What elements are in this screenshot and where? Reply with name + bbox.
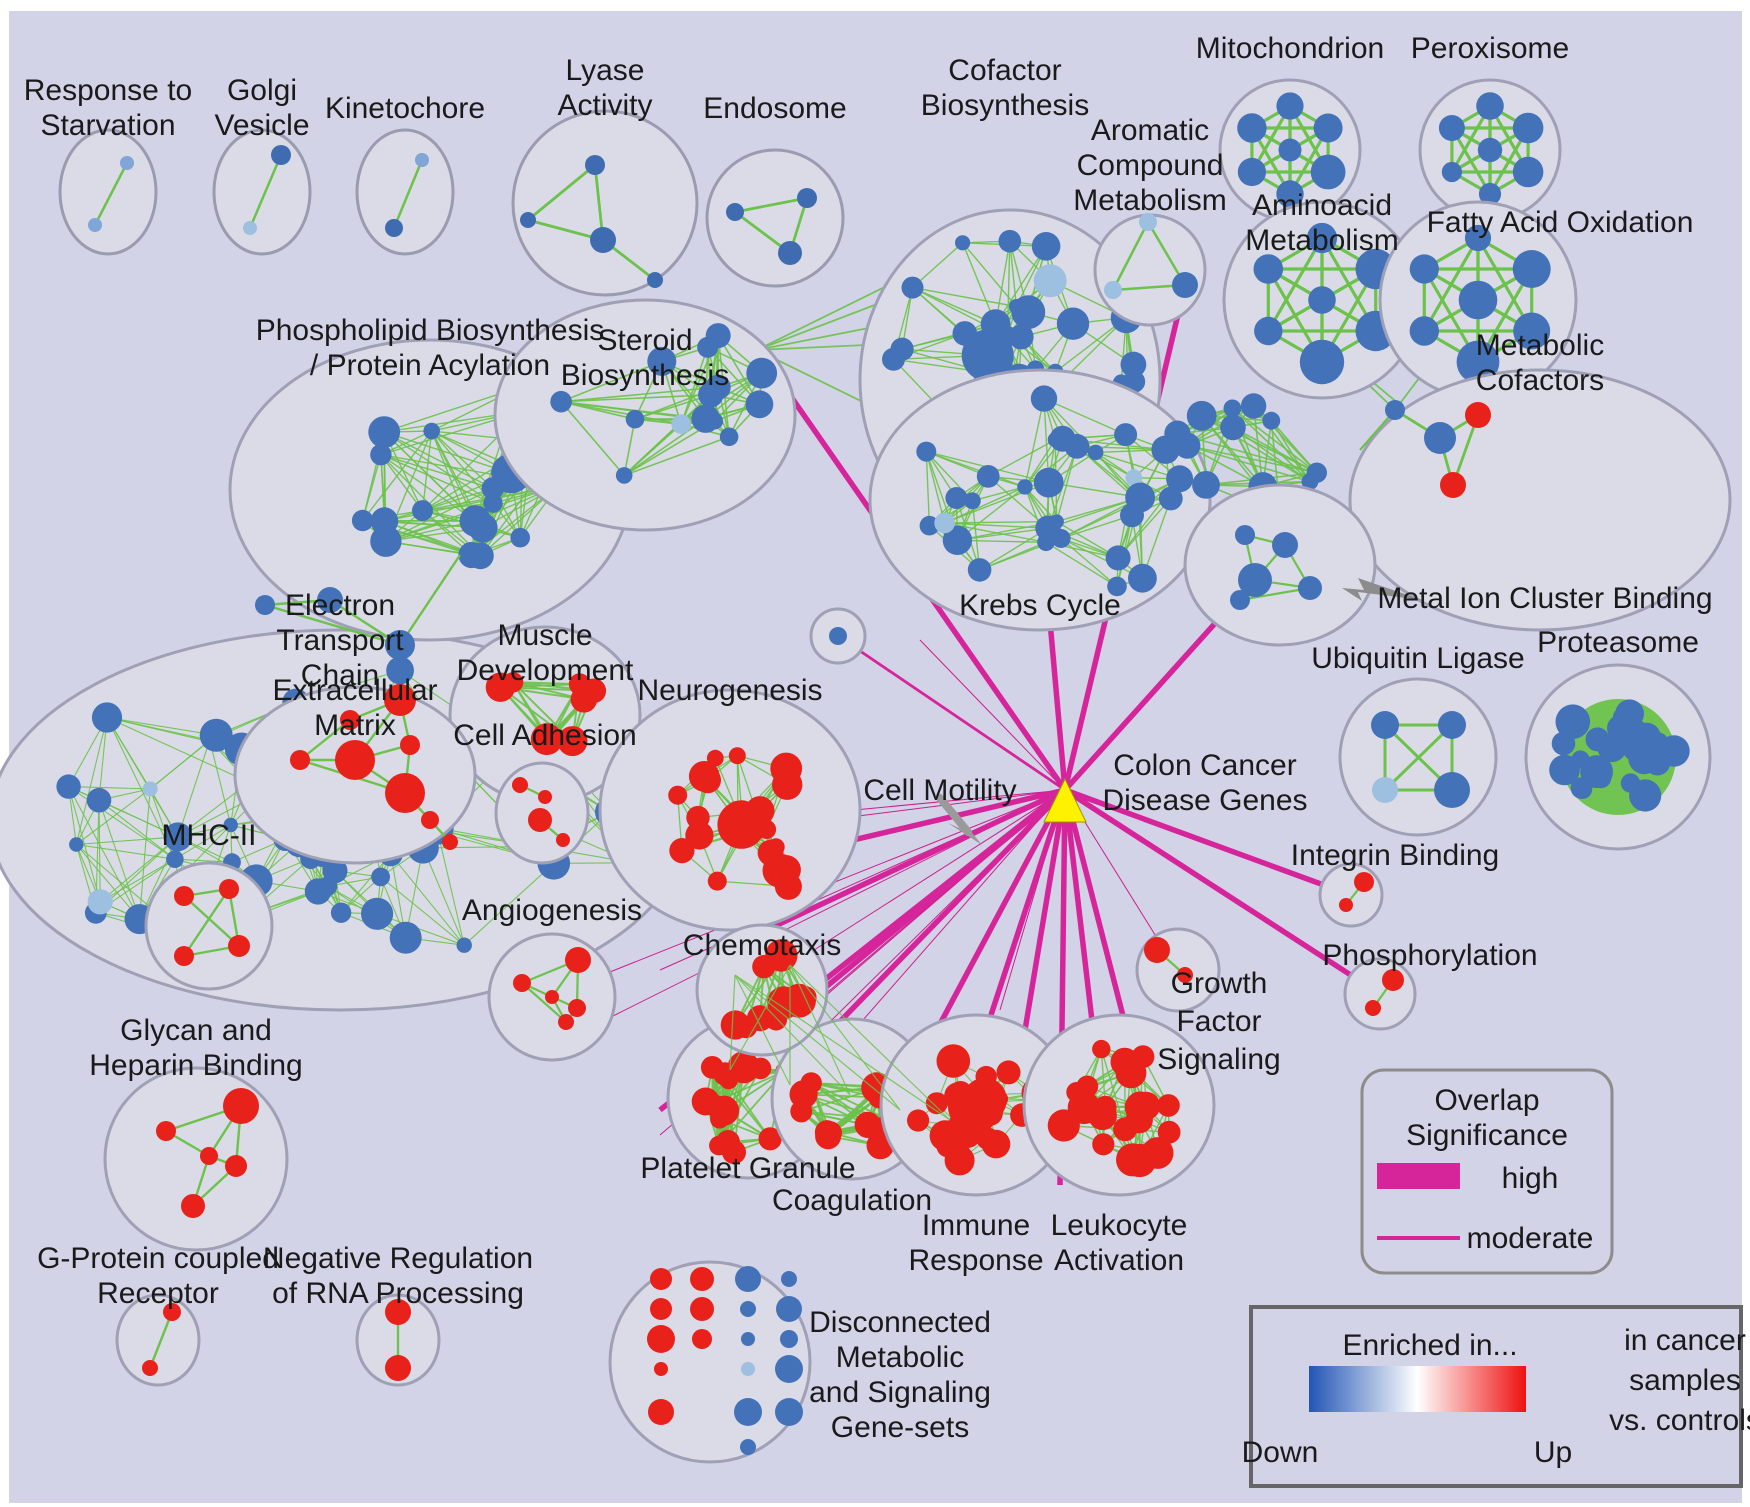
svg-text:and Signaling: and Signaling <box>809 1376 991 1409</box>
svg-text:Kinetochore: Kinetochore <box>325 92 485 125</box>
svg-text:Gene-sets: Gene-sets <box>831 1411 969 1444</box>
svg-text:Coagulation: Coagulation <box>772 1184 932 1217</box>
svg-text:Golgi: Golgi <box>227 74 297 107</box>
svg-text:Overlap: Overlap <box>1434 1084 1539 1117</box>
svg-text:Activity: Activity <box>557 89 652 122</box>
svg-text:/ Protein Acylation: / Protein Acylation <box>310 349 550 382</box>
svg-text:Matrix: Matrix <box>314 709 396 742</box>
svg-text:Mitochondrion: Mitochondrion <box>1196 32 1384 65</box>
svg-text:Vesicle: Vesicle <box>214 109 309 142</box>
svg-text:Compound: Compound <box>1077 149 1224 182</box>
svg-text:Disease Genes: Disease Genes <box>1102 784 1307 817</box>
svg-text:Cofactors: Cofactors <box>1476 364 1604 397</box>
svg-text:Heparin Binding: Heparin Binding <box>89 1049 302 1082</box>
svg-text:Cell Motility: Cell Motility <box>863 774 1016 807</box>
svg-text:Cofactor: Cofactor <box>948 54 1061 87</box>
svg-text:Angiogenesis: Angiogenesis <box>462 894 642 927</box>
svg-text:MHC-II: MHC-II <box>162 819 257 852</box>
svg-text:Biosynthesis: Biosynthesis <box>921 89 1089 122</box>
svg-text:Metal Ion Cluster Binding: Metal Ion Cluster Binding <box>1377 582 1712 615</box>
svg-text:Metabolic: Metabolic <box>1476 329 1604 362</box>
svg-text:Fatty Acid Oxidation: Fatty Acid Oxidation <box>1427 206 1694 239</box>
svg-text:Chemotaxis: Chemotaxis <box>683 929 841 962</box>
svg-text:Activation: Activation <box>1054 1244 1184 1277</box>
svg-text:Leukocyte: Leukocyte <box>1051 1209 1188 1242</box>
svg-text:G-Protein coupled: G-Protein coupled <box>37 1242 279 1275</box>
svg-text:Response: Response <box>908 1244 1043 1277</box>
svg-text:in cancer: in cancer <box>1624 1324 1746 1357</box>
svg-text:vs. controls: vs. controls <box>1609 1404 1750 1437</box>
svg-text:Down: Down <box>1242 1436 1319 1469</box>
svg-text:Krebs Cycle: Krebs Cycle <box>959 589 1121 622</box>
svg-text:Ubiquitin Ligase: Ubiquitin Ligase <box>1311 642 1524 675</box>
svg-text:Immune: Immune <box>922 1209 1030 1242</box>
svg-text:Starvation: Starvation <box>40 109 175 142</box>
svg-text:Factor: Factor <box>1176 1005 1261 1038</box>
svg-text:Significance: Significance <box>1406 1119 1568 1152</box>
svg-text:high: high <box>1502 1162 1559 1195</box>
svg-text:Enriched in...: Enriched in... <box>1342 1329 1517 1362</box>
svg-text:Signaling: Signaling <box>1157 1043 1280 1076</box>
svg-text:Development: Development <box>457 654 634 687</box>
svg-text:Proteasome: Proteasome <box>1537 626 1699 659</box>
svg-text:Receptor: Receptor <box>97 1277 219 1310</box>
svg-text:Cell Adhesion: Cell Adhesion <box>453 719 636 752</box>
svg-text:Response to: Response to <box>24 74 192 107</box>
svg-text:Negative Regulation: Negative Regulation <box>263 1242 533 1275</box>
svg-text:Neurogenesis: Neurogenesis <box>637 674 822 707</box>
svg-text:Phosphorylation: Phosphorylation <box>1322 939 1537 972</box>
svg-text:Biosynthesis: Biosynthesis <box>561 359 729 392</box>
svg-text:Integrin Binding: Integrin Binding <box>1291 839 1499 872</box>
svg-text:Phospholipid Biosynthesis: Phospholipid Biosynthesis <box>256 314 605 347</box>
svg-text:Platelet Granule: Platelet Granule <box>640 1152 855 1185</box>
svg-text:Metabolism: Metabolism <box>1073 184 1226 217</box>
svg-text:Electron: Electron <box>285 589 395 622</box>
svg-text:Glycan and: Glycan and <box>120 1014 272 1047</box>
svg-text:Colon Cancer: Colon Cancer <box>1113 749 1296 782</box>
svg-text:Disconnected: Disconnected <box>809 1306 991 1339</box>
svg-text:Endosome: Endosome <box>703 92 846 125</box>
svg-text:Aminoacid: Aminoacid <box>1252 189 1392 222</box>
svg-text:Extracellular: Extracellular <box>272 674 437 707</box>
svg-text:Metabolism: Metabolism <box>1245 224 1398 257</box>
svg-text:Muscle: Muscle <box>497 619 592 652</box>
svg-text:Aromatic: Aromatic <box>1091 114 1209 147</box>
svg-text:Lyase: Lyase <box>566 54 645 87</box>
svg-text:samples: samples <box>1629 1364 1741 1397</box>
svg-text:Growth: Growth <box>1171 967 1268 1000</box>
svg-text:Peroxisome: Peroxisome <box>1411 32 1569 65</box>
svg-text:Transport: Transport <box>276 624 404 657</box>
svg-text:Metabolic: Metabolic <box>836 1341 964 1374</box>
svg-text:Up: Up <box>1534 1436 1572 1469</box>
svg-text:of RNA Processing: of RNA Processing <box>272 1277 524 1310</box>
svg-text:Steroid: Steroid <box>597 324 692 357</box>
svg-text:moderate: moderate <box>1467 1222 1594 1255</box>
